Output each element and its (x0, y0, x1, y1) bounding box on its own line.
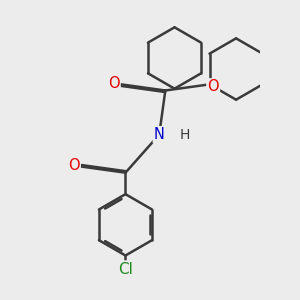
Text: O: O (207, 79, 219, 94)
Text: O: O (108, 76, 120, 91)
Text: H: H (180, 128, 190, 142)
Text: O: O (68, 158, 80, 173)
Text: Cl: Cl (118, 262, 133, 277)
Text: N: N (154, 127, 165, 142)
